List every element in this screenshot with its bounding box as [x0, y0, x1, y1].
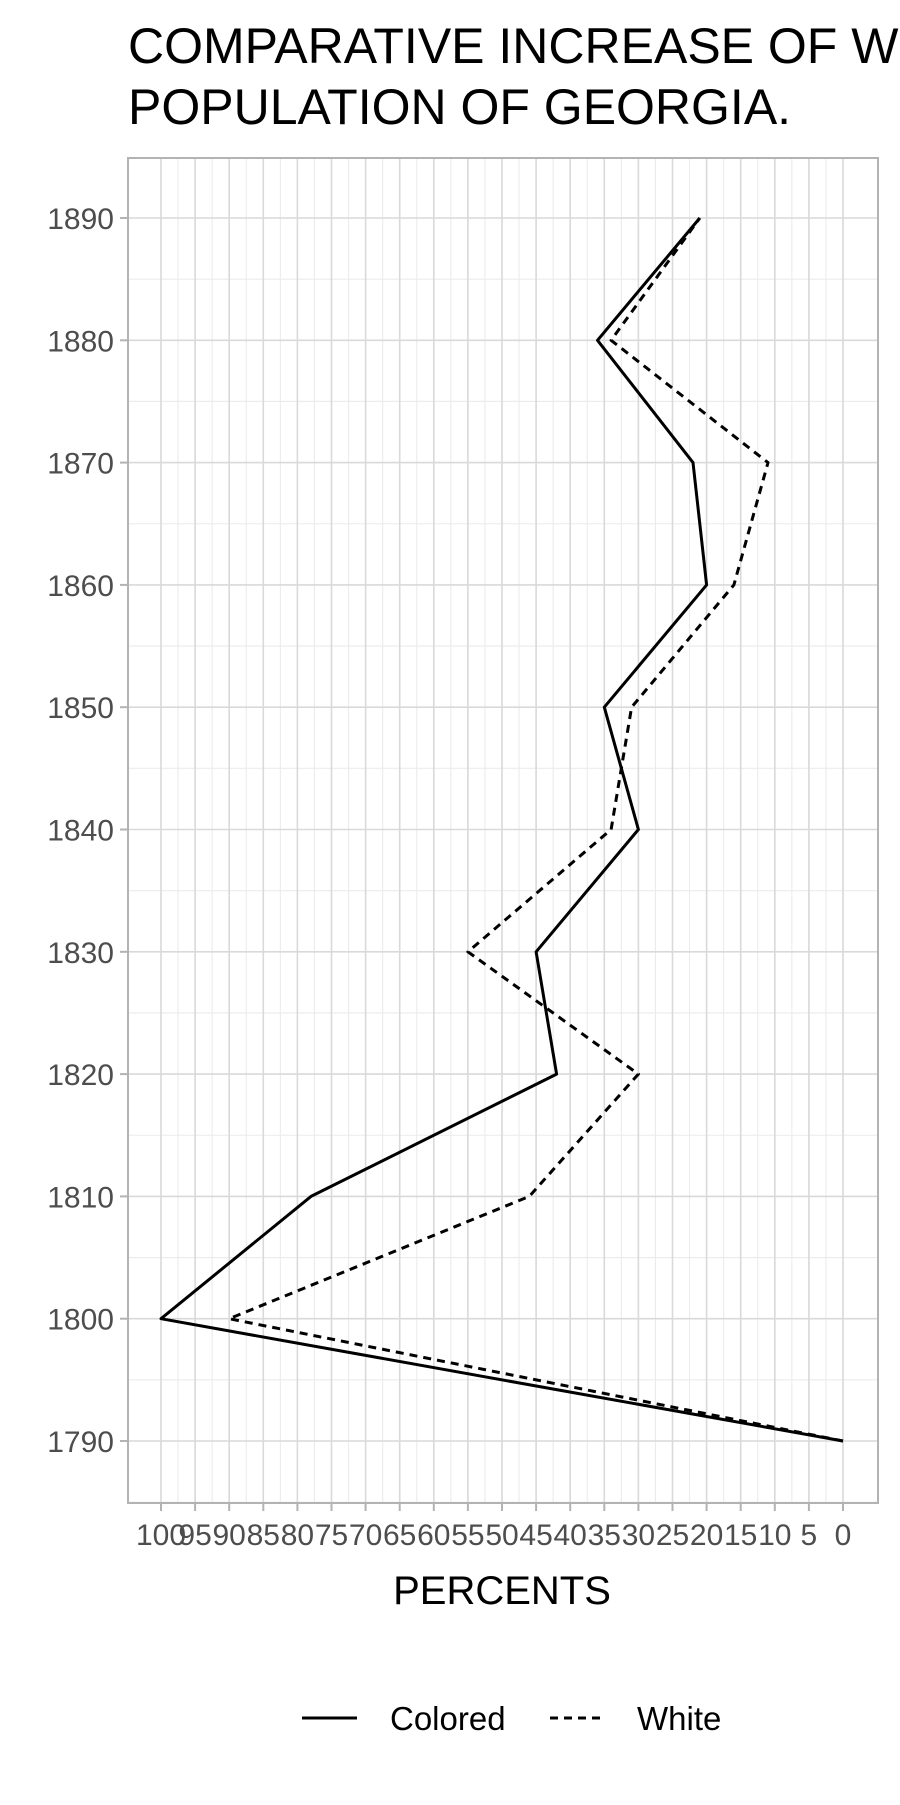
x-tick-label: 45	[519, 1519, 552, 1552]
x-tick-label: 60	[417, 1519, 450, 1552]
panel-border	[127, 157, 879, 1504]
y-tick-label: 1890	[47, 203, 114, 236]
legend: Colored White	[302, 1700, 721, 1737]
x-tick-label: 5	[801, 1519, 818, 1552]
x-tick-label: 80	[281, 1519, 314, 1552]
x-tick-label: 0	[835, 1519, 852, 1552]
x-tick-label: 15	[724, 1519, 757, 1552]
x-tick-label: 85	[247, 1519, 280, 1552]
x-tick-label: 25	[656, 1519, 689, 1552]
series-line-white	[227, 217, 844, 1443]
legend-label-white: White	[637, 1700, 721, 1737]
y-tick-label: 1870	[47, 448, 114, 481]
y-tick-label: 1790	[47, 1426, 114, 1459]
x-tick-label: 30	[622, 1519, 655, 1552]
y-tick-label: 1830	[47, 937, 114, 970]
x-tick-label: 65	[383, 1519, 416, 1552]
x-tick-label: 40	[554, 1519, 587, 1552]
y-tick-label: 1860	[47, 570, 114, 603]
x-tick-label: 95	[178, 1519, 211, 1552]
x-tick-label: 90	[213, 1519, 246, 1552]
x-tick-label: 100	[136, 1519, 186, 1552]
y-tick-label: 1800	[47, 1304, 114, 1337]
x-tick-label: 55	[451, 1519, 484, 1552]
grid-minor	[128, 158, 878, 1503]
y-tick-label: 1810	[47, 1181, 114, 1214]
chart-title-line-2: POPULATION OF GEORGIA.	[128, 79, 791, 135]
legend-label-colored: Colored	[390, 1700, 506, 1737]
x-tick-label: 75	[315, 1519, 348, 1552]
y-tick-label: 1850	[47, 692, 114, 725]
x-tick-label: 10	[758, 1519, 791, 1552]
y-tick-label: 1820	[47, 1059, 114, 1092]
grid-major	[128, 158, 878, 1503]
x-tick-label: 35	[588, 1519, 621, 1552]
y-tick-label: 1840	[47, 815, 114, 848]
y-tick-label: 1880	[47, 325, 114, 358]
x-tick-label: 70	[349, 1519, 382, 1552]
chart-title-line-1: COMPARATIVE INCREASE OF WHITE AND COLORE…	[128, 18, 900, 74]
x-tick-label: 20	[690, 1519, 723, 1552]
x-axis-title: PERCENTS	[393, 1569, 611, 1613]
y-axis-ticks: 1790 1800 1810 1820 1830 1840 1850 1860 1870 1880…	[47, 203, 128, 1459]
x-tick-label: 50	[485, 1519, 518, 1552]
series-layer	[159, 217, 844, 1443]
series-line-colored	[159, 217, 844, 1443]
